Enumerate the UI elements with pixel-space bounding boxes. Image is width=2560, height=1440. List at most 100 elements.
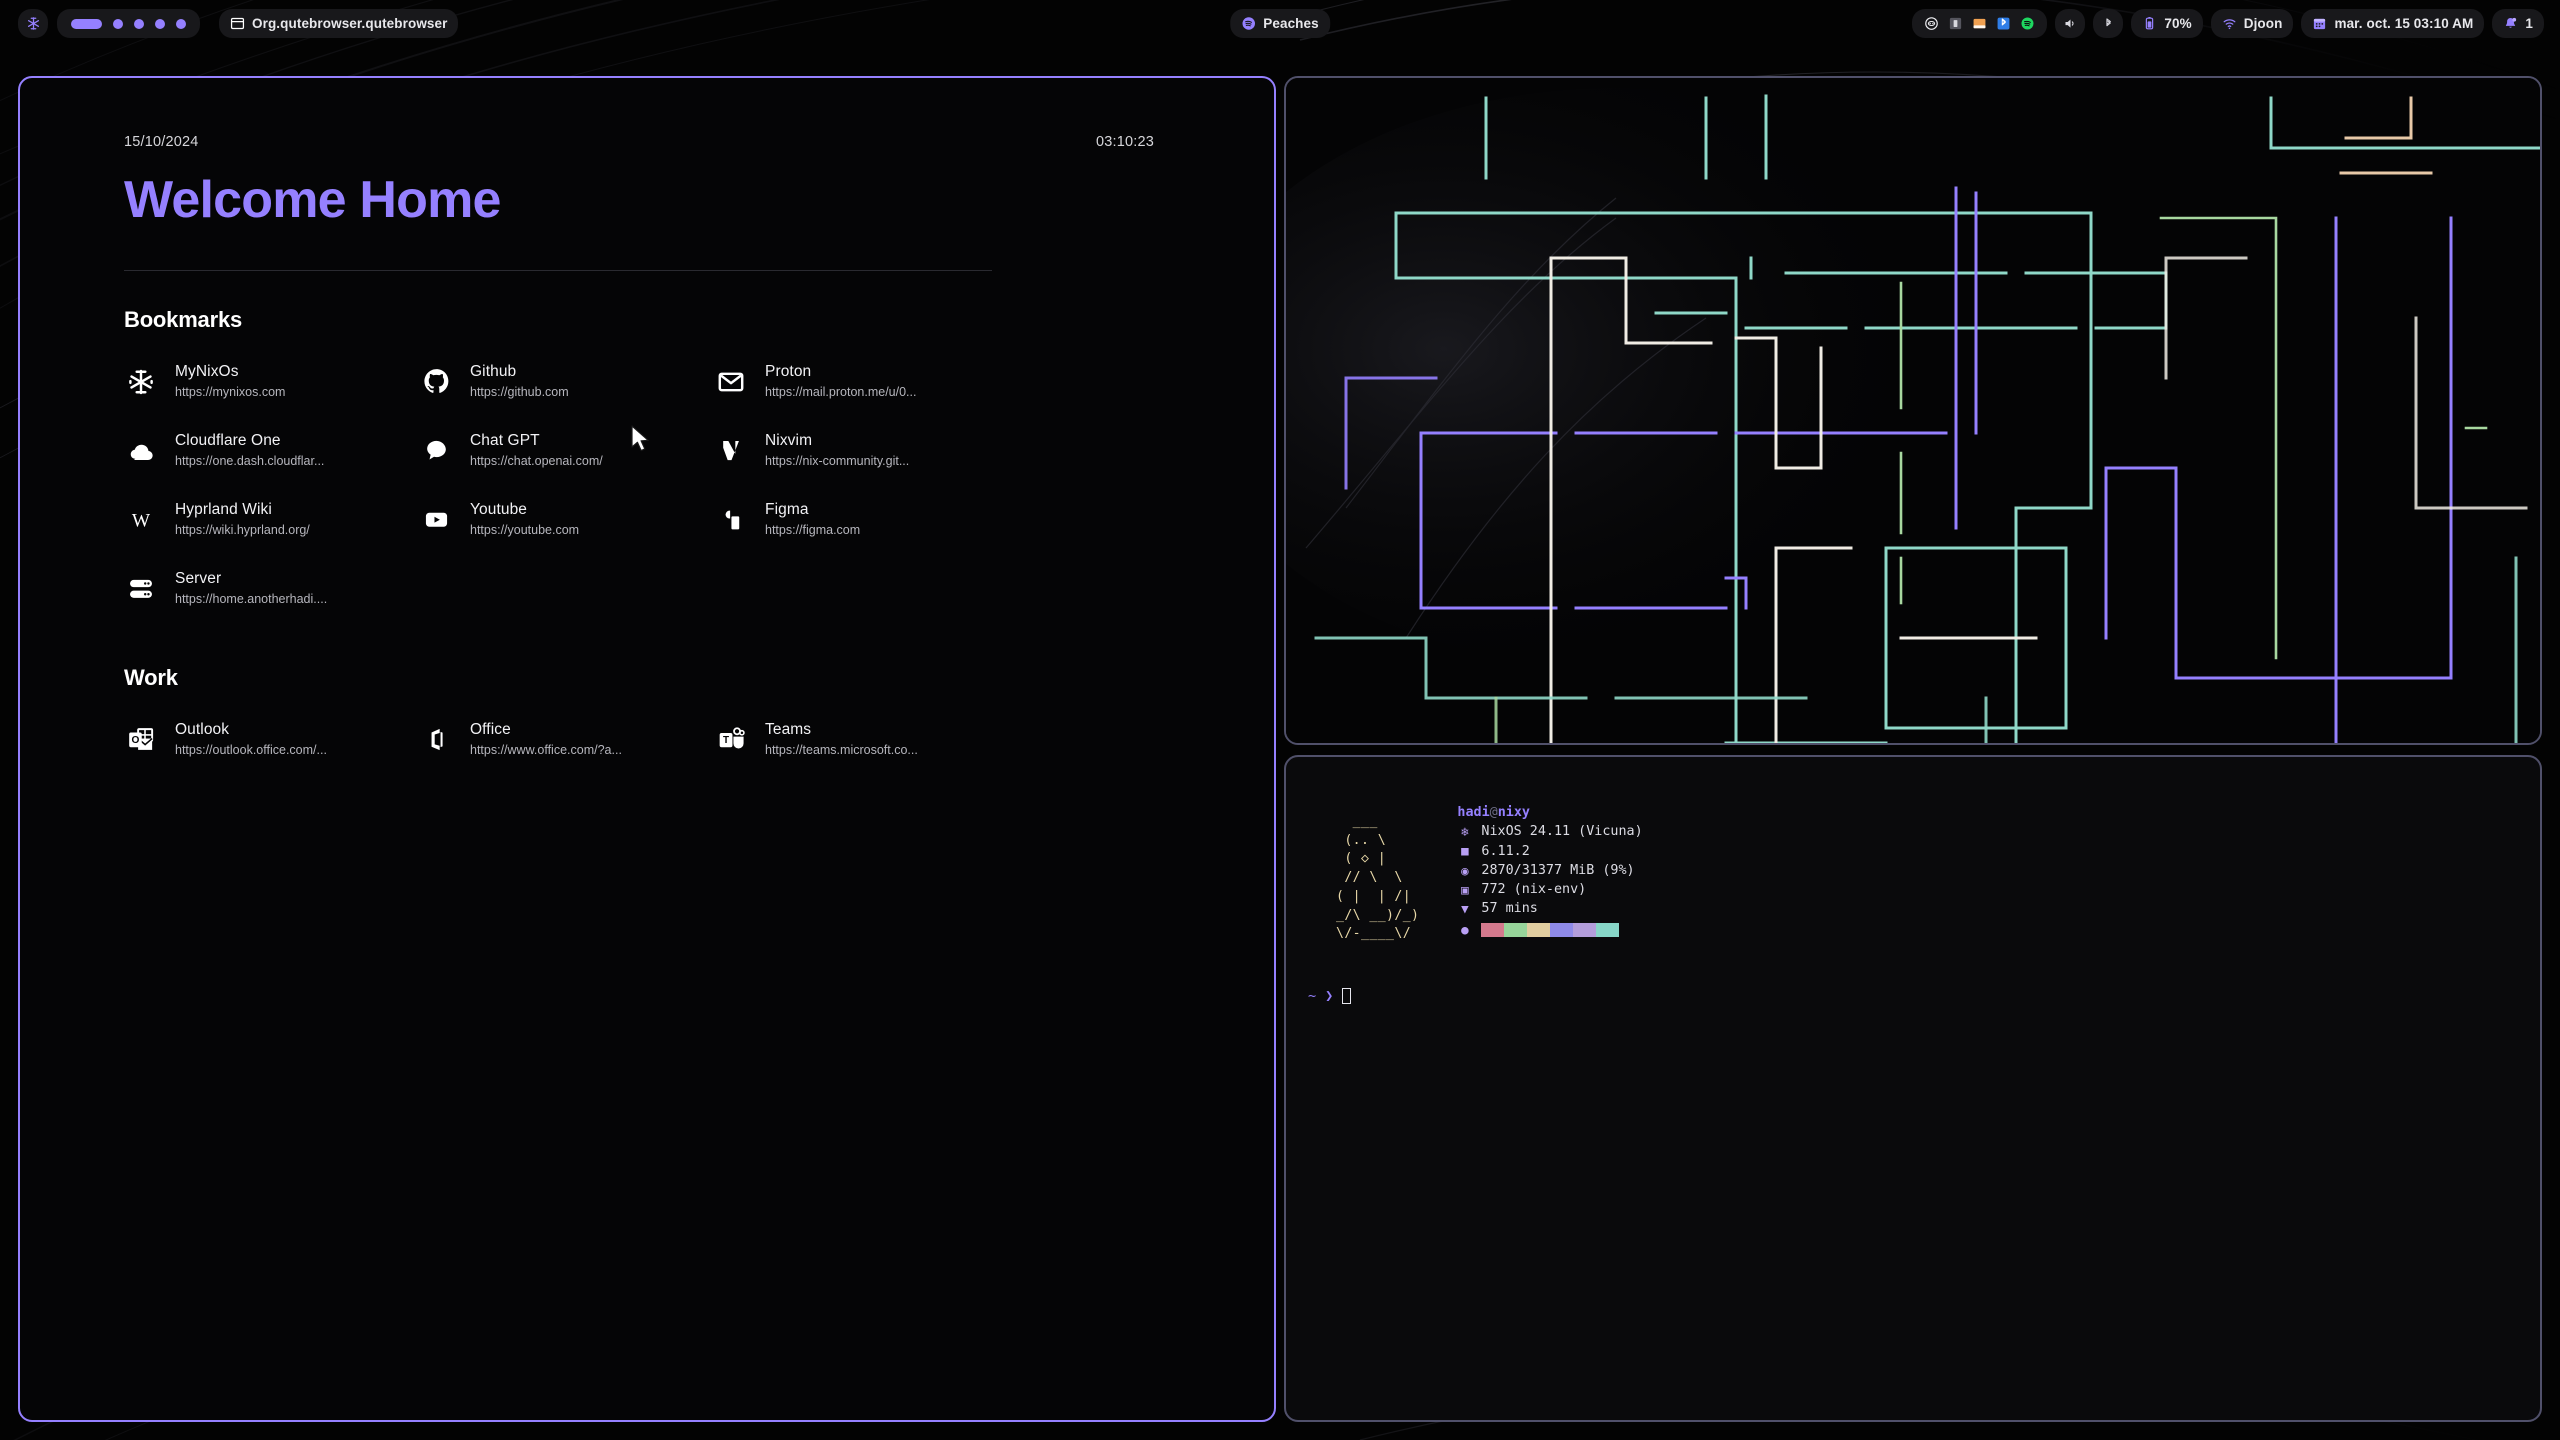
workspace-dot-2[interactable]: [113, 18, 123, 29]
wifi-icon: [2223, 19, 2236, 30]
outlook-icon: O: [124, 723, 158, 757]
palette-swatch-1: [1481, 922, 1505, 937]
bookmark-text: Cloudflare One https://one.dash.cloudfla…: [175, 431, 324, 470]
bookmark-url: https://outlook.office.com/...: [175, 743, 327, 758]
bookmark-name: Server: [175, 570, 222, 588]
bookmark-name: Proton: [765, 363, 812, 381]
bookmark-text: Outlook https://outlook.office.com/...: [175, 720, 327, 759]
nix-snowflake-icon: [124, 365, 158, 399]
palette-swatch-6: [1596, 922, 1620, 937]
bookmark-url: https://figma.com: [765, 523, 861, 538]
page-title: Welcome Home: [124, 171, 501, 229]
bookmark-text: Teams https://teams.microsoft.co...: [765, 720, 918, 759]
clock-module[interactable]: mar. oct. 15 03:10 AM: [2301, 9, 2485, 38]
bookmark-text: Hyprland Wiki https://wiki.hyprland.org/: [175, 500, 310, 539]
bluetooth-module[interactable]: [2093, 9, 2124, 38]
bookmark-item-proton[interactable]: Proton https://mail.proton.me/u/0...: [714, 355, 1009, 408]
cloud-icon: [124, 434, 158, 468]
bluetooth-icon: [2106, 18, 2111, 27]
bookmark-item-github[interactable]: Github https://github.com: [419, 355, 714, 408]
line-art-window[interactable]: [1284, 76, 2542, 745]
fastfetch-line-memory: ◉ 2870/31377 MiB (9%): [1457, 861, 1642, 880]
workspace-dot-1[interactable]: [71, 18, 102, 29]
palette-swatch-4: [1550, 922, 1574, 937]
calendar-icon: [2314, 18, 2326, 30]
neovim-icon: [714, 434, 748, 468]
bookmark-item-cloudflare-one[interactable]: Cloudflare One https://one.dash.cloudfla…: [124, 424, 419, 477]
battery-icon: [2146, 17, 2154, 30]
workspace-dot-4[interactable]: [155, 18, 165, 29]
bookmark-item-teams[interactable]: T Teams https://teams.microsoft.co...: [714, 713, 1009, 766]
bookmark-item-youtube[interactable]: Youtube https://youtube.com: [419, 493, 714, 546]
fastfetch-output: ___ (.. \ ( ◇ | // \ \ ( | | /| _/\ __)/…: [1286, 803, 2540, 944]
palette-icon: ●: [1461, 921, 1469, 937]
bookmark-name: MyNixOs: [175, 363, 239, 381]
fastfetch-packages-value: 772 (nix-env): [1481, 882, 1587, 898]
fastfetch-title-line: hadi@nixy: [1457, 803, 1642, 822]
bookmark-item-chat-gpt[interactable]: Chat GPT https://chat.openai.com/: [419, 424, 714, 477]
network-module[interactable]: Djoon: [2210, 9, 2294, 38]
fastfetch-info-block: hadi@nixy ❄ NixOS 24.11 (Vicuna) ■ 6.11.…: [1419, 803, 1643, 944]
wikipedia-w-icon: W: [124, 503, 158, 537]
system-tray-module[interactable]: [1912, 9, 2048, 38]
memory-icon: ◉: [1461, 862, 1469, 878]
volume-module[interactable]: [2055, 9, 2086, 38]
bookmark-url: https://github.com: [470, 385, 569, 400]
palette-swatch-5: [1573, 922, 1597, 937]
network-label: Djoon: [2243, 16, 2283, 31]
bluetooth-icon[interactable]: [1996, 16, 2011, 31]
shell-prompt[interactable]: ~ ❯: [1286, 988, 2540, 1005]
media-player-module[interactable]: Peaches: [1230, 9, 1330, 38]
workspace-indicator-list: [57, 18, 200, 29]
topbar-right-cluster: 70% Djoon: [1912, 9, 2544, 38]
bookmark-item-figma[interactable]: Figma https://figma.com: [714, 493, 1009, 546]
homepage-time: 03:10:23: [1095, 134, 1154, 150]
terminal-window[interactable]: ___ (.. \ ( ◇ | // \ \ ( | | /| _/\ __)/…: [1284, 755, 2542, 1422]
bookmark-text: Proton https://mail.proton.me/u/0...: [765, 362, 916, 401]
package-icon: ▣: [1461, 881, 1469, 897]
bookmark-item-server[interactable]: Server https://home.anotherhadi....: [124, 562, 419, 615]
notifications-module[interactable]: 1: [2492, 9, 2544, 38]
spotify-tray-icon[interactable]: [2020, 16, 2035, 31]
fastfetch-line-os: ❄ NixOS 24.11 (Vicuna): [1457, 822, 1643, 841]
bookmark-url: https://chat.openai.com/: [470, 454, 603, 469]
fastfetch-line-uptime: ▼ 57 mins: [1457, 899, 1642, 918]
palette-swatch-2: [1504, 922, 1528, 937]
topbar-center-cluster: Peaches: [1230, 9, 1330, 38]
section-title-work: Work: [124, 665, 178, 691]
fastfetch-host: nixy: [1497, 805, 1530, 820]
workspaces-module[interactable]: [57, 9, 200, 38]
kdeconnect-icon[interactable]: [1948, 16, 1963, 31]
bookmark-item-outlook[interactable]: O Outlook https://outlook.office.com/...: [124, 713, 419, 766]
workspace-dot-5[interactable]: [176, 18, 186, 29]
bookmark-url: https://home.anotherhadi....: [175, 592, 328, 607]
orange-app-icon[interactable]: [1972, 16, 1987, 31]
circuit-line-art: [1286, 78, 2540, 743]
bookmark-name: Outlook: [175, 721, 230, 739]
color-palette-swatches: [1481, 922, 1620, 937]
disc-icon[interactable]: [1924, 16, 1939, 31]
bookmark-text: Github https://github.com: [470, 362, 569, 401]
fastfetch-line-kernel: ■ 6.11.2: [1457, 842, 1642, 861]
bookmark-item-hyprland-wiki[interactable]: W Hyprland Wiki https://wiki.hyprland.or…: [124, 493, 419, 546]
battery-module[interactable]: 70%: [2131, 9, 2203, 38]
app-launcher-button[interactable]: [18, 9, 48, 38]
qutebrowser-homepage-window[interactable]: 15/10/2024 03:10:23 Welcome Home Bookmar…: [18, 76, 1276, 1422]
workspace-dot-3[interactable]: [134, 18, 144, 29]
fastfetch-uptime-value: 57 mins: [1481, 901, 1538, 917]
bookmark-item-mynixos[interactable]: MyNixOs https://mynixos.com: [124, 355, 419, 408]
tray-icon-list: [1912, 16, 2047, 31]
bookmark-text: Figma https://figma.com: [765, 500, 860, 539]
svg-text:T: T: [723, 735, 729, 746]
nix-snowflake-icon: [27, 17, 39, 30]
section-title-bookmarks: Bookmarks: [124, 307, 243, 333]
bookmark-item-nixvim[interactable]: Nixvim https://nix-community.git...: [714, 424, 1009, 477]
bookmark-name: Cloudflare One: [175, 432, 281, 450]
bookmark-url: https://mynixos.com: [175, 385, 286, 400]
bookmark-name: Nixvim: [765, 432, 813, 450]
bookmark-url: https://teams.microsoft.co...: [765, 743, 918, 758]
media-title: Peaches: [1263, 16, 1319, 31]
kernel-icon: ■: [1461, 843, 1469, 859]
clock-label: mar. oct. 15 03:10 AM: [2334, 16, 2474, 31]
bookmark-item-office[interactable]: Office https://www.office.com/?a...: [419, 713, 714, 766]
